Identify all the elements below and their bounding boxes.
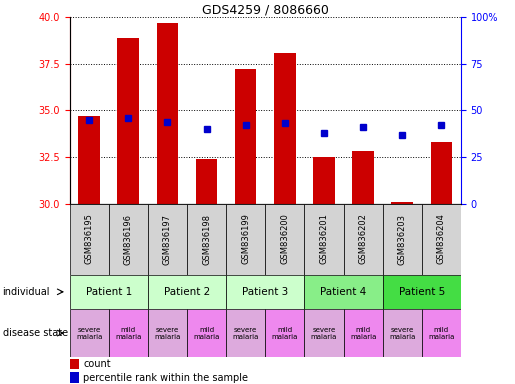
Text: severe
malaria: severe malaria (389, 327, 416, 339)
Bar (70, 372, 79, 382)
Text: mild
malaria: mild malaria (271, 327, 298, 339)
Text: severe
malaria: severe malaria (232, 327, 259, 339)
Bar (383, 309, 422, 357)
Bar (70, 275, 148, 309)
Text: mild
malaria: mild malaria (193, 327, 220, 339)
Text: severe
malaria: severe malaria (154, 327, 181, 339)
Text: individual: individual (3, 287, 50, 297)
Bar (274, 53, 296, 204)
Text: severe
malaria: severe malaria (76, 327, 102, 339)
Text: GSM836196: GSM836196 (124, 214, 133, 265)
Bar (226, 309, 265, 357)
Text: mild
malaria: mild malaria (428, 327, 455, 339)
Bar (70, 359, 79, 369)
Text: percentile rank within the sample: percentile rank within the sample (83, 372, 248, 382)
Text: GSM836201: GSM836201 (319, 214, 329, 265)
Bar (265, 309, 304, 357)
Bar (196, 159, 217, 204)
Bar (422, 309, 461, 357)
Bar (109, 309, 148, 357)
Bar (187, 204, 226, 275)
Text: Patient 4: Patient 4 (320, 287, 367, 297)
Bar (304, 204, 344, 275)
Bar (148, 204, 187, 275)
Bar (70, 204, 109, 275)
Bar (148, 309, 187, 357)
Text: GSM836203: GSM836203 (398, 214, 407, 265)
Bar (117, 38, 139, 204)
Bar (187, 309, 226, 357)
Bar (70, 309, 109, 357)
Bar (431, 142, 452, 204)
Text: GSM836199: GSM836199 (241, 214, 250, 265)
Text: disease state: disease state (3, 328, 67, 338)
Text: count: count (83, 359, 111, 369)
Text: Patient 3: Patient 3 (242, 287, 288, 297)
Bar (304, 275, 383, 309)
Text: mild
malaria: mild malaria (115, 327, 142, 339)
Text: GSM836198: GSM836198 (202, 214, 211, 265)
Bar (235, 70, 256, 204)
Text: GSM836195: GSM836195 (84, 214, 94, 265)
Bar (344, 309, 383, 357)
Bar (391, 202, 413, 204)
Bar (383, 204, 422, 275)
Bar (226, 275, 304, 309)
Bar (344, 204, 383, 275)
Text: Patient 5: Patient 5 (399, 287, 445, 297)
Text: severe
malaria: severe malaria (311, 327, 337, 339)
Bar (78, 116, 100, 204)
Text: GSM836202: GSM836202 (358, 214, 368, 265)
Text: GSM836200: GSM836200 (280, 214, 289, 265)
Bar (304, 309, 344, 357)
Bar (226, 204, 265, 275)
Text: GSM836204: GSM836204 (437, 214, 446, 265)
Bar (313, 157, 335, 204)
Bar (157, 23, 178, 204)
Title: GDS4259 / 8086660: GDS4259 / 8086660 (202, 3, 329, 16)
Bar (148, 275, 226, 309)
Text: Patient 1: Patient 1 (85, 287, 132, 297)
Bar (265, 204, 304, 275)
Bar (352, 151, 374, 204)
Bar (109, 204, 148, 275)
Text: mild
malaria: mild malaria (350, 327, 376, 339)
Text: GSM836197: GSM836197 (163, 214, 172, 265)
Bar (422, 204, 461, 275)
Bar (383, 275, 461, 309)
Text: Patient 2: Patient 2 (164, 287, 210, 297)
